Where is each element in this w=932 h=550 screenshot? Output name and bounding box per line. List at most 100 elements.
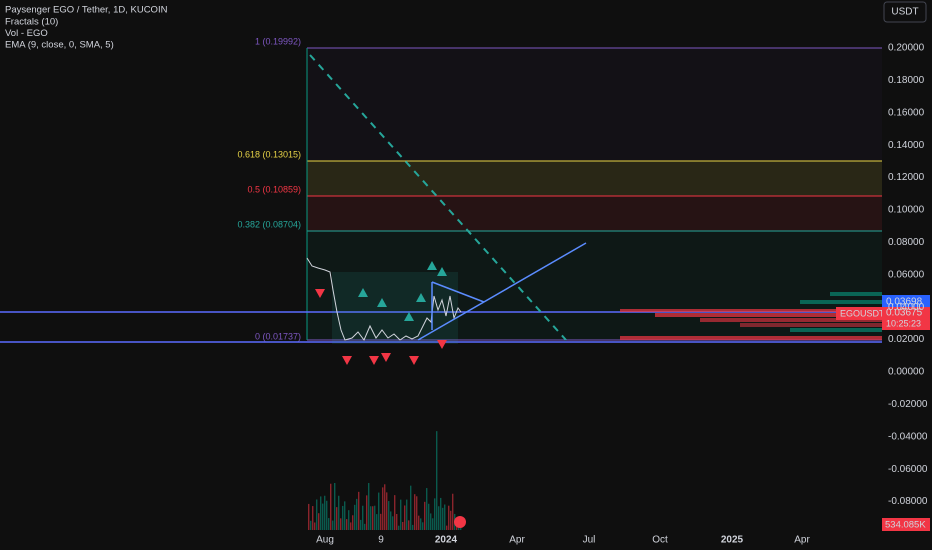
volume-bar — [340, 518, 342, 530]
volume-bar — [422, 522, 424, 530]
symbol-tag-label: EGOUSDT — [840, 308, 885, 318]
volume-bar — [434, 498, 436, 530]
volume-bar — [332, 520, 334, 530]
volume-bar — [338, 495, 340, 530]
volume-bar — [392, 516, 394, 530]
volume-bar — [372, 506, 374, 530]
volume-bar — [400, 499, 402, 530]
last-price: 0.03675 — [886, 308, 923, 319]
volume-bar — [404, 505, 406, 530]
volume-bar — [312, 506, 314, 530]
symbol-tag — [836, 307, 882, 320]
volume-bar — [398, 525, 400, 530]
volume-bar — [430, 513, 432, 530]
volume-bar — [396, 513, 398, 530]
price-tick-label: 0.10000 — [888, 205, 925, 216]
price-tick-label: 0.06000 — [888, 269, 925, 280]
currency-label: USDT — [891, 7, 918, 18]
fib-label: 0.618 (0.13015) — [237, 149, 301, 159]
pattern-line — [431, 281, 485, 303]
volume-bar — [406, 499, 408, 530]
time-tick-label: Jul — [583, 535, 596, 546]
volume-bar — [394, 495, 396, 530]
price-tick-label: -0.04000 — [888, 431, 928, 442]
time-tick-label: 9 — [378, 535, 384, 546]
volume-bar — [362, 505, 364, 530]
volume-bar — [344, 501, 346, 530]
volume-bar — [418, 515, 420, 530]
volume-bar — [346, 519, 348, 530]
volume-bar — [446, 525, 448, 530]
fib-label: 0.382 (0.08704) — [237, 219, 301, 229]
volume-bar — [390, 511, 392, 530]
volume-bar — [450, 510, 452, 530]
pattern-line — [417, 242, 587, 341]
price-tick-label: 0.20000 — [888, 43, 925, 54]
volume-bar — [370, 506, 372, 530]
indicator-label: Vol - EGO — [5, 28, 48, 39]
volume-bar — [452, 493, 454, 530]
price-tick-label: -0.08000 — [888, 496, 928, 507]
volume-bar — [382, 487, 384, 530]
price-tick-label: -0.02000 — [888, 399, 928, 410]
price-tick-label: 0.00000 — [888, 367, 925, 378]
volume-label: 534.085K — [885, 520, 926, 531]
fractal-up — [358, 261, 447, 321]
price-tick-label: 0.16000 — [888, 107, 925, 118]
volume-bar — [420, 518, 422, 530]
volume-bar — [368, 483, 370, 530]
volume-bar — [416, 496, 418, 530]
volume-bar — [342, 505, 344, 530]
countdown: 10:25:23 — [886, 318, 921, 328]
price-tick-label: 0.04000 — [888, 302, 925, 313]
volume-bar — [310, 520, 312, 530]
last-price-tag — [882, 307, 930, 330]
price-tick-label: -0.06000 — [888, 464, 928, 475]
volume-bar — [408, 520, 410, 530]
volume-bar — [354, 504, 356, 530]
volume-bar — [426, 488, 428, 530]
volume-bar — [410, 485, 412, 530]
price-tag — [882, 295, 930, 308]
price-tick-label: 0.02000 — [888, 334, 925, 345]
volume-bar — [402, 521, 404, 530]
volume-bar — [424, 501, 426, 530]
volume-bar — [352, 515, 354, 530]
volume-bar — [360, 519, 362, 530]
volume-bar — [444, 504, 446, 530]
volume-bar — [376, 514, 378, 530]
volume-bar — [448, 505, 450, 530]
fib-band — [307, 48, 882, 161]
currency-button[interactable] — [883, 1, 927, 23]
volume-bar — [414, 494, 416, 530]
time-tick-label: 2024 — [435, 535, 458, 546]
fib-label: 0.5 (0.10859) — [247, 184, 301, 194]
volume-bar — [308, 503, 310, 530]
volume-bar — [428, 503, 430, 530]
time-tick-label: Apr — [509, 535, 525, 546]
event-icon[interactable] — [454, 516, 466, 528]
volume-bar — [436, 431, 438, 530]
volume-bar — [378, 492, 380, 530]
indicator-label: EMA (9, close, 0, SMA, 5) — [5, 40, 114, 51]
symbol-title: Paysenger EGO / Tether, 1D, KUCOIN — [5, 5, 168, 16]
volume-bar — [388, 501, 390, 530]
volume-bar — [442, 507, 444, 530]
fib-label: 1 (0.19992) — [255, 36, 301, 46]
time-tick-label: Aug — [316, 535, 334, 546]
price-tick-label: 0.14000 — [888, 140, 925, 151]
volume-bar — [316, 499, 318, 530]
volume-bar — [336, 507, 338, 530]
time-tick-label: 2025 — [721, 535, 744, 546]
price-tag-label: 0.03698 — [886, 297, 923, 308]
volume-bar — [384, 484, 386, 530]
volume-bar — [322, 503, 324, 530]
volume-bar — [432, 518, 434, 530]
volume-bar — [374, 505, 376, 530]
price-tick-label: 0.12000 — [888, 172, 925, 183]
fib-band — [307, 161, 882, 196]
volume-bar — [328, 518, 330, 530]
volume-bar — [334, 482, 336, 530]
price-axis — [882, 0, 932, 550]
